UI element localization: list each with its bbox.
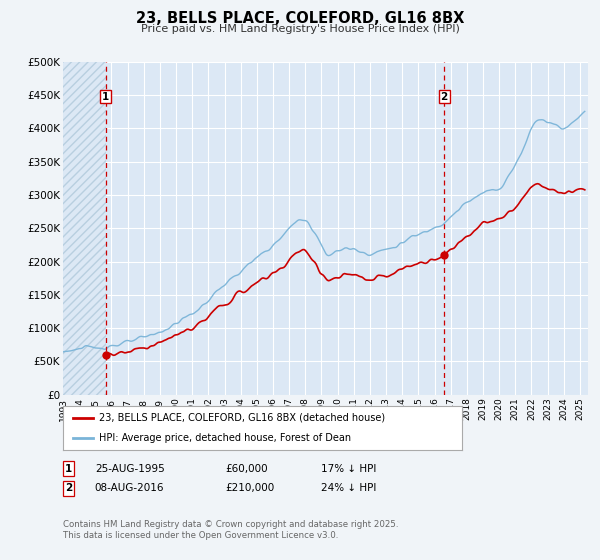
Text: 1: 1 (65, 464, 72, 474)
Text: 24% ↓ HPI: 24% ↓ HPI (321, 483, 376, 493)
Text: 08-AUG-2016: 08-AUG-2016 (95, 483, 164, 493)
Text: Price paid vs. HM Land Registry's House Price Index (HPI): Price paid vs. HM Land Registry's House … (140, 24, 460, 34)
Text: 17% ↓ HPI: 17% ↓ HPI (321, 464, 376, 474)
Text: 23, BELLS PLACE, COLEFORD, GL16 8BX: 23, BELLS PLACE, COLEFORD, GL16 8BX (136, 11, 464, 26)
Bar (63, 62, 106, 395)
Text: 23, BELLS PLACE, COLEFORD, GL16 8BX (detached house): 23, BELLS PLACE, COLEFORD, GL16 8BX (det… (99, 413, 385, 423)
Text: HPI: Average price, detached house, Forest of Dean: HPI: Average price, detached house, Fore… (99, 433, 351, 443)
Text: 2: 2 (65, 483, 72, 493)
Text: £60,000: £60,000 (225, 464, 268, 474)
Text: 25-AUG-1995: 25-AUG-1995 (95, 464, 164, 474)
Text: 1: 1 (102, 92, 109, 101)
Text: 2: 2 (440, 92, 448, 101)
Text: Contains HM Land Registry data © Crown copyright and database right 2025.
This d: Contains HM Land Registry data © Crown c… (63, 520, 398, 540)
Text: £210,000: £210,000 (225, 483, 274, 493)
